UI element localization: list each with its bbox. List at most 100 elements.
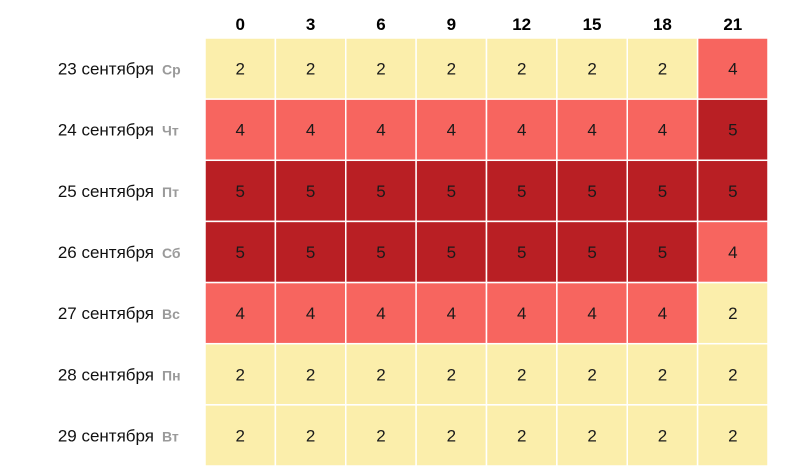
cell-value: 2 xyxy=(587,60,596,79)
heatmap-cell xyxy=(204,159,277,223)
cell-value: 5 xyxy=(587,243,596,262)
cell-value: 5 xyxy=(728,121,737,140)
cell-value: 4 xyxy=(447,304,456,323)
cell-value: 4 xyxy=(587,121,596,140)
cell-value: 2 xyxy=(658,426,667,445)
date-label: 25 сентября xyxy=(58,182,154,201)
date-label: 24 сентября xyxy=(58,121,154,140)
cell-value: 2 xyxy=(235,426,244,445)
cell-value: 4 xyxy=(728,60,737,79)
cell-value: 4 xyxy=(658,121,667,140)
cell-value: 5 xyxy=(517,182,526,201)
heatmap-cell xyxy=(696,281,769,345)
hour-label: 9 xyxy=(447,15,456,34)
date-label: 28 сентября xyxy=(58,365,154,384)
heatmap-cell xyxy=(345,342,417,406)
cell-value: 4 xyxy=(517,304,526,323)
cell-value: 2 xyxy=(306,365,315,384)
heatmap-cell xyxy=(274,342,347,406)
cell-value: 5 xyxy=(658,182,667,201)
heatmap-cell xyxy=(274,98,347,162)
cell-value: 5 xyxy=(235,243,244,262)
heatmap-cell xyxy=(274,37,347,100)
date-label: 27 сентября xyxy=(58,304,154,323)
heatmap-cell xyxy=(345,404,417,466)
cell-value: 4 xyxy=(587,304,596,323)
cell-value: 5 xyxy=(728,182,737,201)
heatmap-cells: 2 2 2 2 2 2 2 4 4 4 4 4 4 4 4 5 5 5 5 5 5 5 5 5 5 5 5 5 5 5 5 4 4 4 4 4 4 4 4 2… xyxy=(204,37,769,466)
weekday-label: Чт xyxy=(162,123,179,139)
heatmap-cell xyxy=(415,98,488,162)
cell-value: 5 xyxy=(376,243,385,262)
cell-value: 4 xyxy=(447,121,456,140)
heatmap-cell xyxy=(204,404,277,466)
heatmap-cell xyxy=(696,98,769,162)
hour-label: 18 xyxy=(653,15,672,34)
hour-label: 3 xyxy=(306,15,315,34)
cell-value: 2 xyxy=(587,426,596,445)
cell-value: 4 xyxy=(517,121,526,140)
cell-value: 4 xyxy=(235,304,244,323)
cell-value: 4 xyxy=(376,121,385,140)
heatmap-cell xyxy=(626,220,699,284)
cell-value: 2 xyxy=(517,426,526,445)
cell-value: 2 xyxy=(447,426,456,445)
weekday-label: Сб xyxy=(162,245,181,261)
cell-value: 2 xyxy=(235,365,244,384)
heatmap-cell xyxy=(204,37,277,100)
cell-value: 4 xyxy=(306,121,315,140)
cell-value: 4 xyxy=(728,243,737,262)
cell-value: 5 xyxy=(376,182,385,201)
cell-value: 2 xyxy=(517,365,526,384)
weekday-label: Вс xyxy=(162,306,180,322)
heatmap-cell xyxy=(556,342,628,406)
heatmap-cell xyxy=(485,220,558,284)
date-label: 26 сентября xyxy=(58,243,154,262)
cell-value: 4 xyxy=(658,304,667,323)
heatmap-cell xyxy=(415,159,488,223)
cell-value: 4 xyxy=(376,304,385,323)
heatmap-cell xyxy=(556,404,628,466)
heatmap-cell xyxy=(556,37,628,100)
cell-value: 2 xyxy=(376,426,385,445)
cell-value: 2 xyxy=(728,365,737,384)
heatmap-cell xyxy=(696,342,769,406)
heatmap-cell xyxy=(415,220,488,284)
cell-value: 2 xyxy=(447,365,456,384)
date-headers: 23 сентября Ср 24 сентября Чт 25 сентября Пт 2… xyxy=(58,60,181,446)
cell-value: 5 xyxy=(517,243,526,262)
heatmap-cell xyxy=(626,281,699,345)
cell-value: 5 xyxy=(306,243,315,262)
cell-value: 2 xyxy=(376,60,385,79)
hour-headers: 0 3 6 9 12 15 18 21 xyxy=(235,15,742,34)
cell-value: 4 xyxy=(306,304,315,323)
heatmap-cell xyxy=(696,404,769,466)
heatmap-cell xyxy=(485,404,558,466)
cell-value: 5 xyxy=(447,243,456,262)
heatmap-cell xyxy=(556,159,628,223)
heatmap-cell xyxy=(485,159,558,223)
cell-value: 5 xyxy=(658,243,667,262)
heatmap-cell xyxy=(556,98,628,162)
cell-value: 2 xyxy=(658,365,667,384)
hour-label: 0 xyxy=(235,15,244,34)
cell-value: 2 xyxy=(306,426,315,445)
heatmap-cell xyxy=(345,159,417,223)
heatmap-cell xyxy=(485,281,558,345)
cell-value: 2 xyxy=(728,426,737,445)
heatmap-cell xyxy=(626,404,699,466)
hour-label: 6 xyxy=(376,15,385,34)
heatmap-cell xyxy=(485,342,558,406)
hour-label: 12 xyxy=(512,15,531,34)
heatmap-cell xyxy=(626,159,699,223)
weekday-label: Вт xyxy=(162,428,179,444)
cell-value: 2 xyxy=(517,60,526,79)
heatmap-cell xyxy=(626,342,699,406)
hour-label: 21 xyxy=(723,15,742,34)
cell-value: 2 xyxy=(587,365,596,384)
heatmap-cell xyxy=(696,159,769,223)
date-label: 23 сентября xyxy=(58,60,154,79)
date-label: 29 сентября xyxy=(58,426,154,445)
cell-value: 2 xyxy=(376,365,385,384)
